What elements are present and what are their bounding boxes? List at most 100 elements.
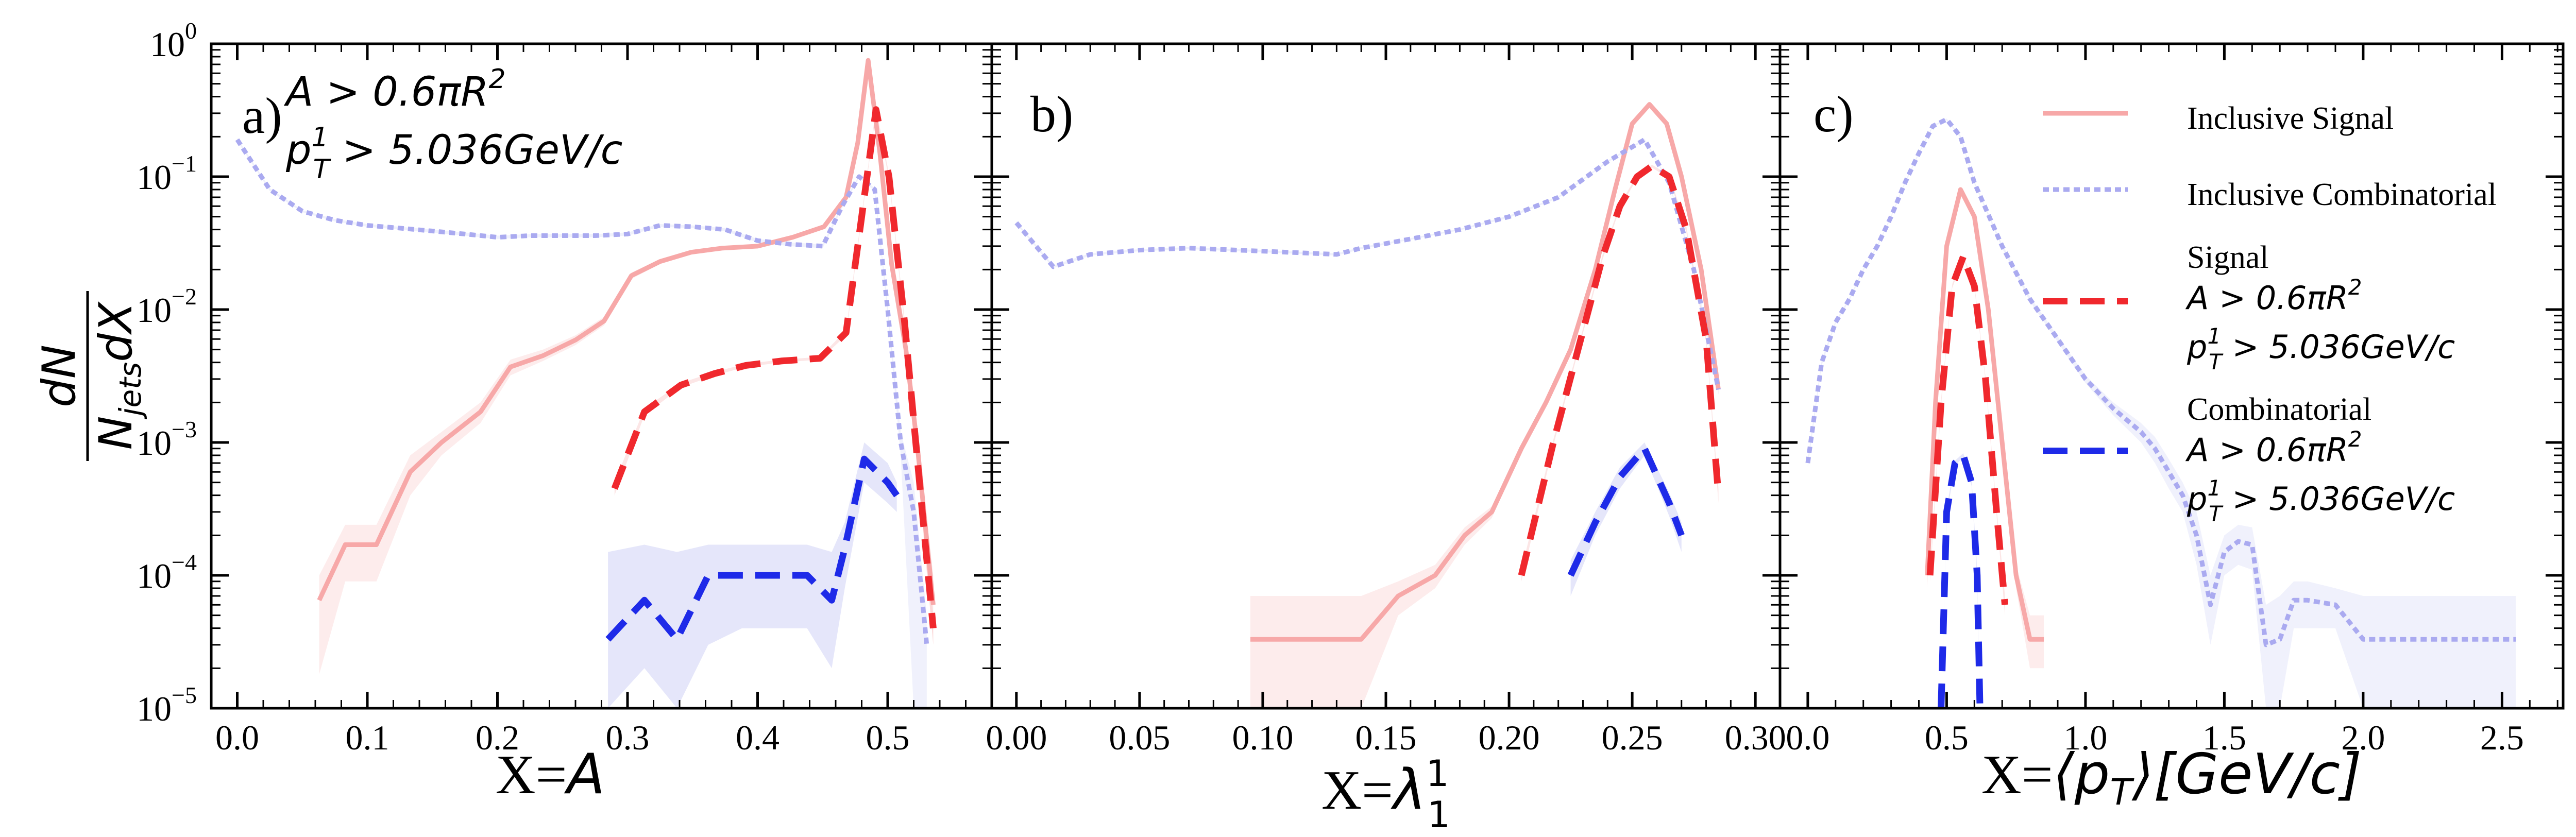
y-tick-label-base: 10 (137, 423, 172, 463)
panel-a-xlabel: X=A (496, 742, 605, 807)
y-tick-label-exponent: −2 (172, 283, 197, 310)
panel-a-xtick-label: 0.5 (866, 718, 910, 757)
panel-c: 0.0 0.5 1.0 1.5 2.0 2.5 c) X=⟨pT⟩[GeV/c] Incl… (1778, 42, 2565, 813)
panel-c-xtick-label: 1.0 (2063, 718, 2107, 757)
panel-a-annotation-area: A > 0.6πR2 (283, 64, 506, 115)
legend-comb-pt-sub: T (2209, 501, 2224, 526)
panel-b-xtick-label: 0.10 (1232, 718, 1293, 757)
panel-b-band-inclusive-signal (1250, 103, 1719, 708)
legend-comb-area-main: A > 0.6πR (2185, 431, 2348, 469)
panel-c-series-combinatorial (1938, 452, 1984, 708)
panel-c-xlabel: X=⟨pT⟩[GeV/c] (1981, 742, 2362, 813)
legend-signal-area-sup: 2 (2348, 275, 2362, 300)
panel-b-band-signal (1521, 164, 1719, 582)
y-label-denominator: NjetsdX (89, 301, 148, 450)
panel-c-band-inclusive-signal (1927, 188, 2044, 669)
panel-a-xtick-label: 0.2 (476, 718, 519, 757)
legend-signal-area-main: A > 0.6πR (2185, 279, 2348, 317)
panel-b-band-inclusive-combinatorial (1016, 139, 1719, 395)
panel-b-xtick-label: 0.20 (1479, 718, 1540, 757)
y-tick-label-exponent: −3 (172, 416, 197, 442)
panel-c-xlabel-var: ⟨p (2053, 742, 2110, 807)
legend-label-signal-title: Signal (2187, 240, 2268, 275)
y-tick-label-base: 10 (137, 158, 172, 197)
legend-label-signal-cut-pt: p1 T > 5.036GeV/c (2187, 323, 2455, 374)
y-tick-label-exponent: −5 (172, 682, 197, 708)
panel-a-xlabel-var: A (564, 742, 605, 807)
y-tick-label: 100 (150, 18, 197, 64)
panel-a-label: a) (242, 87, 282, 144)
panel-b: 0.00 0.05 0.10 0.15 0.20 0.25 0.30 b) X=λ1 1 (986, 42, 1786, 836)
panel-c-xlabel-sub: T (2110, 771, 2134, 813)
y-label-den-tail: dX (89, 301, 142, 362)
legend-signal-pt-sub: T (2209, 349, 2224, 374)
panel-a-pt-sub: T (313, 154, 332, 185)
panel-b-xlabel-sub: 1 (1427, 794, 1450, 836)
panel-b-xlabel-var: λ (1391, 758, 1426, 822)
panel-c-band-inclusive-combinatorial (1807, 118, 2516, 708)
legend-signal-pt-tail: > 5.036GeV/c (2222, 328, 2455, 366)
y-tick-label-base: 10 (137, 291, 172, 330)
legend-label-inclusive-combinatorial: Inclusive Combinatorial (2187, 177, 2497, 212)
panel-c-xlabel-prefix: X= (1981, 744, 2053, 806)
panel-a-xtick-label: 0.1 (346, 718, 389, 757)
panel-c-xtick-label: 2.0 (2341, 718, 2385, 757)
panel-b-series-signal (1518, 163, 1722, 576)
panel-a-series-inclusive-signal (317, 58, 936, 605)
y-tick-label-exponent: 0 (185, 18, 197, 44)
panel-a-pt-sup: 1 (312, 122, 329, 153)
legend-label-inclusive-signal: Inclusive Signal (2187, 101, 2394, 136)
panel-c-frame (1778, 42, 2565, 710)
panel-a-xtick-label: 0.4 (736, 718, 779, 757)
panel-a-series-signal (611, 106, 937, 629)
legend-signal-pt-main: p (2187, 328, 2207, 366)
panel-b-label: b) (1030, 86, 1073, 143)
panel-a-xlabel-prefix: X= (496, 744, 567, 806)
legend-label-combinatorial-title: Combinatorial (2187, 392, 2371, 427)
panel-b-xlabel: X=λ1 1 (1321, 753, 1450, 836)
legend-signal-pt-sup: 1 (2207, 323, 2221, 349)
panel-a-area-main: A > 0.6πR (283, 69, 489, 115)
y-tick-label: 10−3 (137, 416, 197, 463)
legend-label-comb-cut-area: A > 0.6πR2 (2185, 426, 2362, 469)
panel-a-series-combinatorial (605, 455, 900, 643)
y-tick-label-base: 10 (137, 556, 172, 595)
panel-a-pt-tail: > 5.036GeV/c (329, 127, 622, 174)
panel-c-series-inclusive-combinatorial (1805, 117, 2516, 647)
panel-b-series-inclusive-combinatorial (1014, 137, 1721, 390)
panel-b-series-combinatorial (1567, 445, 1685, 577)
y-tick-label-base: 10 (137, 689, 172, 728)
panel-b-xtick-label: 0.30 (1725, 718, 1786, 757)
y-label-numerator: dN (32, 345, 86, 407)
y-tick-label-base: 10 (150, 25, 185, 64)
panel-b-xlabel-prefix: X= (1321, 760, 1393, 821)
y-tick-label-exponent: −4 (172, 549, 197, 575)
panel-c-xtick-label: 1.5 (2202, 718, 2246, 757)
y-tick-label-exponent: −1 (172, 150, 197, 177)
panel-b-xtick-label: 0.25 (1602, 718, 1663, 757)
panel-c-xtick-label: 0.5 (1925, 718, 1969, 757)
panel-a-xtick-label: 0.0 (215, 718, 259, 757)
panel-a-band-combinatorial (608, 442, 897, 708)
legend-comb-pt-sup: 1 (2207, 475, 2221, 501)
panel-c-series-inclusive-signal (1925, 187, 2044, 642)
legend-comb-pt-main: p (2187, 480, 2207, 518)
y-axis-label: dN NjetsdX (32, 291, 148, 461)
panel-c-xtick-label: 0.0 (1786, 718, 1829, 757)
panel-b-xtick-label: 0.00 (986, 718, 1047, 757)
legend-comb-area-sup: 2 (2348, 426, 2362, 452)
panel-a: 0.0 0.1 0.2 0.3 0.4 0.5 a) A > 0.6πR2 p1 T > 5… (210, 42, 993, 807)
y-tick-label: 10−5 (137, 682, 197, 728)
y-label-den-main: N (89, 416, 142, 450)
legend: Inclusive Signal Inclusive Combinatorial… (2043, 101, 2497, 526)
panel-a-xtick-label: 0.3 (606, 718, 650, 757)
panel-b-series-inclusive-signal (1250, 102, 1721, 642)
panel-c-xlabel-tail: ⟩[GeV/c] (2131, 742, 2362, 807)
panel-a-pt-main: p (285, 127, 312, 174)
y-tick-label: 10−2 (137, 283, 197, 330)
panel-b-xtick-label: 0.15 (1355, 718, 1417, 757)
y-label-den-sub: jets (113, 362, 148, 420)
legend-label-signal-cut-area: A > 0.6πR2 (2185, 275, 2362, 317)
legend-comb-pt-tail: > 5.036GeV/c (2222, 480, 2455, 518)
